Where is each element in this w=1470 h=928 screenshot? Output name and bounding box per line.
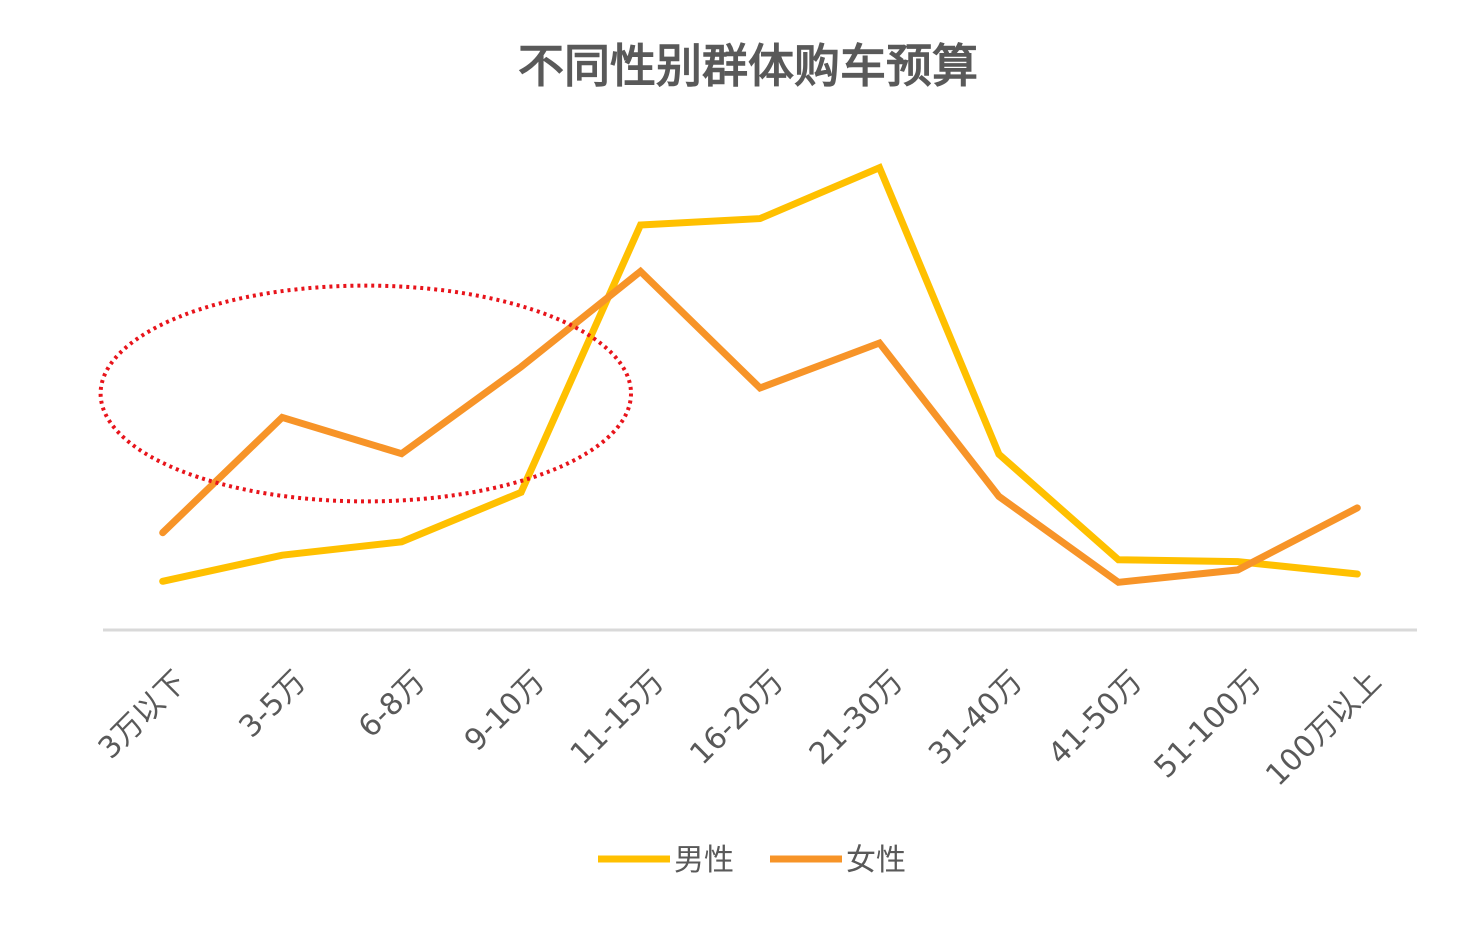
series-layer: [159, 163, 1361, 586]
data-point-0-1: [281, 554, 283, 556]
data-point-1-7: [998, 495, 1000, 497]
chart-title: 不同性别群体购车预算: [518, 39, 978, 93]
x-tick-label: 31-40万: [922, 664, 1030, 772]
x-tick-label: 11-15万: [564, 664, 672, 772]
data-point-0-3: [520, 491, 522, 493]
x-tick-label: 21-30万: [803, 664, 911, 772]
data-point-0-10: [1356, 573, 1358, 575]
x-tick-label: 100万以上: [1259, 664, 1388, 793]
x-tick-label: 3万以下: [92, 664, 194, 766]
data-point-1-0: [162, 532, 164, 534]
data-point-1-1: [281, 416, 283, 418]
x-tick-label: 6-8万: [352, 664, 433, 745]
data-point-0-2: [401, 541, 403, 543]
legend: 男性 女性: [598, 843, 906, 878]
data-point-1-2: [401, 453, 403, 455]
x-tick-label: 51-100万: [1148, 664, 1269, 785]
data-point-0-9: [1237, 561, 1239, 563]
data-point-1-4: [640, 270, 641, 272]
data-point-1-8: [1117, 581, 1119, 583]
legend-label-0: 男性: [674, 843, 734, 878]
data-point-1-6: [879, 342, 880, 344]
data-point-0-4: [640, 224, 641, 226]
data-point-1-9: [1237, 569, 1239, 571]
data-point-0-0: [162, 580, 164, 582]
data-point-1-3: [520, 366, 522, 368]
data-point-0-5: [759, 218, 761, 220]
annotation-layer: [98, 283, 633, 504]
data-point-1-10: [1356, 507, 1358, 509]
x-tick-label: 41-50万: [1042, 664, 1150, 772]
legend-label-1: 女性: [846, 843, 906, 878]
x-tick-label: 9-10万: [458, 664, 552, 758]
x-tick-label: 3-5万: [233, 664, 314, 745]
series-line-0: [159, 163, 1361, 585]
x-tick-label: 16-20万: [683, 664, 791, 772]
data-point-0-8: [1117, 559, 1119, 561]
data-point-0-6: [879, 167, 880, 169]
series-line-1: [159, 266, 1361, 586]
data-point-0-7: [998, 453, 1000, 455]
x-axis-tick-labels: 3万以下 3-5万 6-8万 9-10万 11-15万 16-20万 21-30万 31-40…: [92, 664, 1388, 793]
data-point-1-5: [759, 387, 761, 389]
annotation-ellipse-0: [98, 283, 633, 504]
